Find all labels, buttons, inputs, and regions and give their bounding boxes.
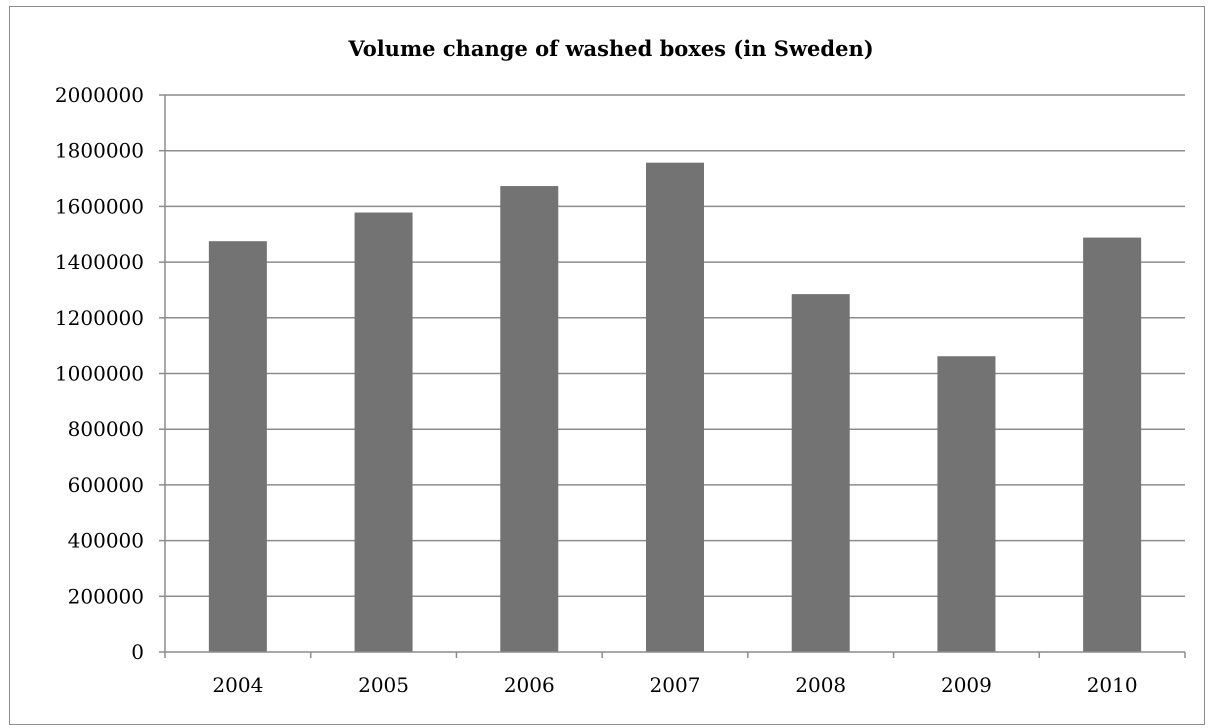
y-tick-label: 400000 <box>68 529 144 553</box>
y-tick-label: 2000000 <box>55 83 144 107</box>
x-axis-tick-labels: 2004 2005 2006 2007 2008 2009 2010 <box>212 673 1137 697</box>
bars <box>208 162 1142 653</box>
bar-2010 <box>1083 237 1142 653</box>
y-tick-label: 200000 <box>68 584 144 608</box>
x-tick-label: 2009 <box>941 673 992 697</box>
x-tick-label: 2004 <box>212 673 263 697</box>
x-tick-label: 2006 <box>504 673 555 697</box>
y-tick-label: 1400000 <box>55 250 144 274</box>
grid-lines <box>165 94 1185 598</box>
bar-2005 <box>354 212 413 653</box>
bar-2004 <box>208 241 267 652</box>
chart-title: Volume change of washed boxes (in Sweden… <box>347 36 873 61</box>
axes <box>159 94 1186 658</box>
x-tick-label: 2008 <box>795 673 846 697</box>
x-tick-label: 2005 <box>358 673 409 697</box>
x-tick-label: 2007 <box>650 673 701 697</box>
bar-2009 <box>937 356 996 652</box>
bar-2006 <box>500 186 559 652</box>
y-tick-label: 0 <box>131 640 144 664</box>
y-axis-tick-labels: 0 200000 400000 600000 800000 1000000 1200000 1… <box>55 83 144 664</box>
y-tick-label: 1600000 <box>55 194 144 218</box>
bar-2007 <box>646 162 704 652</box>
bar-2008 <box>791 294 850 652</box>
y-tick-label: 1200000 <box>55 306 144 330</box>
chart-frame <box>9 6 1205 725</box>
y-tick-label: 1800000 <box>55 139 144 163</box>
y-tick-label: 1000000 <box>55 362 144 386</box>
x-tick-label: 2010 <box>1087 673 1138 697</box>
y-tick-label: 800000 <box>68 417 144 441</box>
y-tick-label: 600000 <box>68 473 144 497</box>
